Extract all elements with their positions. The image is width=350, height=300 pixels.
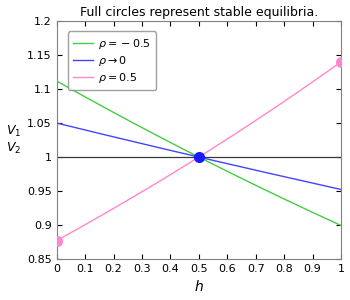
Line: $\rho = 0.5$: $\rho = 0.5$ [57,62,341,241]
$\rho = -0.5$ [208,161,212,165]
$\rho \rightarrow 0$ [208,158,212,162]
$\rho = -0.5$ [339,224,343,227]
$\rho \rightarrow 0$ [224,161,228,165]
$\rho = -0.5$ [191,152,196,156]
$\rho = 0.5$ [288,96,292,100]
$\rho = 0.5$ [332,65,336,69]
$\rho = 0.5$ [190,160,194,163]
$\rho = -0.5$ [55,79,59,83]
Line: $\rho \rightarrow 0$: $\rho \rightarrow 0$ [57,123,341,189]
$\rho = -0.5$ [224,169,228,172]
Legend: $\rho = -0.5$, $\rho \rightarrow 0$, $\rho = 0.5$: $\rho = -0.5$, $\rho \rightarrow 0$, $\r… [68,32,156,90]
$\rho = 0.5$ [208,148,212,152]
$\rho = -0.5$ [288,200,292,203]
$\rho \rightarrow 0$ [339,188,343,191]
$\rho \rightarrow 0$ [190,154,194,157]
$\rho = 0.5$ [55,239,59,242]
$\rho = 0.5$ [339,60,343,64]
$\rho \rightarrow 0$ [55,121,59,125]
$\rho = 0.5$ [191,159,196,162]
$\rho \rightarrow 0$ [288,176,292,180]
Title: Full circles represent stable equilibria.: Full circles represent stable equilibria… [80,6,318,19]
Line: $\rho = -0.5$: $\rho = -0.5$ [57,81,341,225]
$\rho = -0.5$ [190,152,194,155]
$\rho \rightarrow 0$ [191,154,196,158]
$\rho \rightarrow 0$ [332,186,336,190]
$\rho = -0.5$ [332,220,336,224]
$\rho = 0.5$ [224,138,228,142]
X-axis label: $\mathit{h}$: $\mathit{h}$ [194,279,204,294]
Y-axis label: $\mathit{V}_1$
$\mathit{V}_2$: $\mathit{V}_1$ $\mathit{V}_2$ [6,124,21,156]
